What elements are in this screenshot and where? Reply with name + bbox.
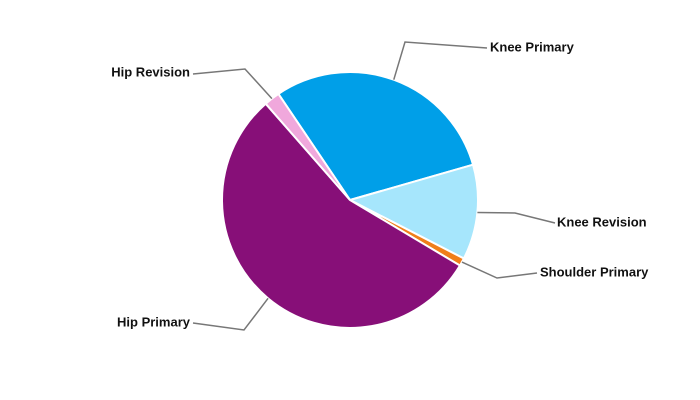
leader-line bbox=[192, 68, 273, 100]
slice-label: Shoulder Primary bbox=[540, 264, 649, 279]
leader-line bbox=[192, 297, 269, 331]
pie-slice bbox=[221, 102, 462, 329]
leader-line bbox=[393, 41, 488, 80]
slice-label: Knee Primary bbox=[490, 39, 575, 54]
pie-slice bbox=[347, 163, 479, 260]
slice-label: Hip Revision bbox=[111, 64, 190, 79]
leader-line bbox=[461, 261, 538, 279]
slice-label: Knee Revision bbox=[557, 214, 647, 229]
slice-label: Hip Primary bbox=[117, 314, 191, 329]
pie-slice bbox=[264, 92, 351, 201]
leader-line bbox=[477, 211, 556, 224]
